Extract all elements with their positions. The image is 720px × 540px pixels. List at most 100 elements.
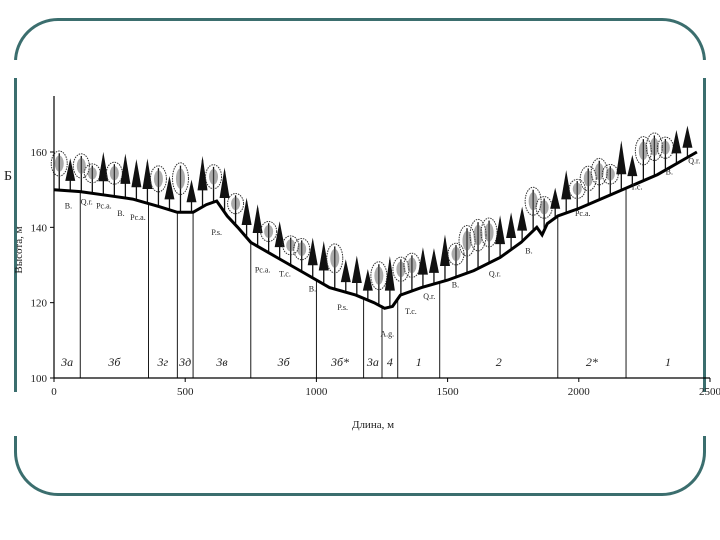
tree-silhouettes [50, 125, 693, 308]
tree-icon [634, 136, 652, 181]
zone-label: 3д [178, 355, 191, 369]
y-tick-label: 100 [31, 373, 48, 385]
tree-icon [293, 238, 311, 272]
species-label: Q.r. [489, 269, 501, 278]
zone-label: 3в [215, 355, 227, 369]
tree-icon [517, 206, 528, 242]
tree-icon [458, 225, 476, 274]
tree-icon [579, 165, 597, 205]
zone-label: 3б* [330, 355, 349, 369]
species-label: Pc.a. [96, 202, 112, 211]
zone-label: 1 [665, 355, 671, 369]
species-label: T.c. [631, 183, 643, 192]
species-label: T.c. [405, 307, 417, 316]
species-label: B. [309, 284, 316, 293]
tree-icon [506, 212, 517, 250]
tree-icon [469, 218, 487, 269]
tree-icon [495, 215, 506, 258]
frame-gap-bottom [12, 392, 708, 436]
tree-icon [601, 163, 619, 195]
zone-label: 3а [366, 355, 379, 369]
tree-icon [682, 125, 693, 158]
tree-icon [616, 140, 627, 191]
species-label: B. [65, 202, 72, 211]
tree-icon [252, 204, 263, 247]
tree-icon [550, 187, 561, 218]
tree-icon [142, 158, 153, 204]
tree-icon [447, 242, 465, 278]
tree-icon [197, 155, 208, 207]
tree-icon [219, 167, 230, 213]
x-tick-label: 2000 [568, 386, 591, 398]
x-tick-label: 0 [51, 386, 57, 398]
tree-icon [561, 170, 572, 214]
zone-label: 4 [387, 355, 393, 369]
zone-label: 3б [277, 355, 291, 369]
species-label: T.c. [279, 269, 291, 278]
species-label: P.s. [211, 228, 222, 237]
species-label: B. [525, 247, 532, 256]
tree-icon [105, 161, 123, 197]
zone-label: 2 [496, 355, 502, 369]
zone-label: 3г [157, 355, 169, 369]
species-labels: B. Q.r. Pc.a.B. Pc.a.P.s.Pc.a. T.c.B.P.s.A.g… [65, 156, 700, 338]
frame-gap-top [12, 60, 708, 78]
zone-boundaries [79, 188, 627, 378]
x-tick-label: 2500 [699, 386, 720, 398]
tree-icon [72, 153, 90, 192]
species-label: B. [666, 168, 673, 177]
tree-icon [535, 196, 553, 231]
x-tick-label: 500 [177, 386, 194, 398]
y-tick-label: 140 [31, 222, 48, 234]
x-tick-label: 1500 [437, 386, 460, 398]
tree-icon [326, 243, 344, 290]
tree-icon [671, 130, 682, 164]
y-tick-label: 160 [31, 147, 48, 159]
tree-icon [131, 159, 142, 201]
y-tick-label: 120 [31, 298, 48, 310]
species-label: B. [117, 209, 124, 218]
tree-icon [274, 221, 285, 259]
tree-icon [384, 256, 395, 308]
species-label: Q.r. [688, 156, 700, 165]
species-label: Q.r. [81, 198, 93, 207]
tree-icon [120, 153, 131, 199]
x-axis-ticks: 0 500 1000 1500 2000 2500 [51, 378, 720, 398]
tree-icon [186, 179, 197, 213]
species-label: Pc.a. [130, 213, 146, 222]
species-label: P.s. [337, 303, 348, 312]
tree-icon [627, 154, 638, 186]
tree-icon [392, 256, 410, 295]
tree-icon [171, 162, 189, 213]
tree-icon [362, 269, 373, 301]
tree-icon [260, 221, 278, 253]
species-label: Pc.a. [255, 266, 271, 275]
tree-icon [164, 175, 175, 210]
tree-icon [50, 150, 68, 191]
species-label: A.g. [380, 330, 394, 339]
tree-icon [307, 237, 318, 278]
tree-icon [340, 259, 351, 293]
tree-icon [149, 165, 167, 207]
x-tick-label: 1000 [305, 386, 328, 398]
tree-icon [439, 234, 450, 281]
tree-icon [590, 157, 608, 200]
zone-label: 3а [60, 355, 73, 369]
tree-icon [318, 241, 329, 285]
tree-icon [403, 252, 421, 291]
tree-icon [428, 248, 439, 284]
y-axis-ticks: 100 120 140 160 [31, 147, 54, 385]
tree-icon [227, 193, 245, 226]
tree-icon [205, 164, 223, 203]
tree-icon [417, 247, 428, 288]
tree-icon [83, 163, 101, 194]
tree-icon [480, 217, 498, 264]
tree-icon [98, 151, 109, 195]
zone-labels: 3а 3б 3г 3д 3в 3б 3б* 3а 4 1 2 2* 1 [60, 355, 671, 369]
species-label: B. [452, 281, 459, 290]
y-axis-label: Высота, м [13, 226, 25, 273]
tree-icon [65, 158, 76, 191]
tree-icon [282, 235, 300, 266]
zone-label: 1 [416, 355, 422, 369]
